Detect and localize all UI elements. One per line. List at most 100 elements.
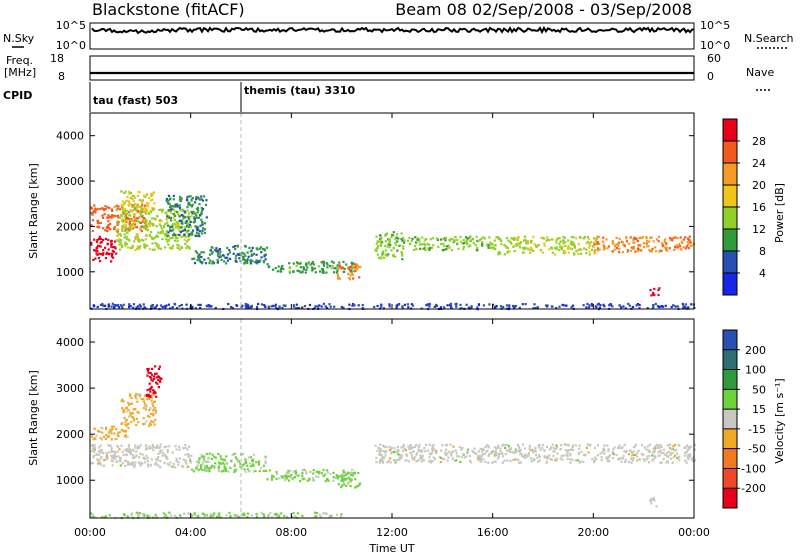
power-cell (191, 203, 194, 206)
power-cell (130, 196, 133, 200)
power-cell (493, 247, 496, 250)
power-cell (545, 239, 548, 242)
power-cell (110, 239, 113, 242)
power-cell (111, 246, 115, 249)
power-cell (167, 243, 170, 246)
power-cell (481, 241, 484, 244)
power-cell (679, 236, 682, 239)
power-cell (143, 207, 146, 210)
velocity-cell (149, 395, 152, 398)
velocity-cell (193, 512, 196, 515)
velocity-cell (543, 449, 546, 452)
velocity-cell (584, 453, 587, 457)
power-cell (198, 253, 201, 256)
power-cell (465, 236, 468, 239)
velocity-cell (288, 475, 291, 478)
power-cell (497, 237, 500, 240)
velocity-cell (172, 462, 175, 466)
velocity-cell (271, 474, 274, 477)
power-cell (281, 264, 284, 268)
power-cell (186, 196, 189, 199)
power-cell (203, 195, 206, 198)
power-cell (167, 303, 170, 306)
velocity-cell (193, 513, 196, 516)
velocity-cell (114, 450, 117, 454)
power-cell (442, 237, 445, 240)
power-cell (267, 266, 270, 269)
velocity-cell (241, 464, 244, 467)
velocity-cell (155, 411, 158, 414)
power-cell (108, 207, 111, 210)
power-cell (424, 244, 427, 247)
velocity-cell (341, 484, 344, 487)
power-cell (107, 223, 110, 227)
power-cell (224, 256, 227, 259)
velocity-cell (140, 398, 143, 401)
velocity-cell (125, 418, 128, 421)
power-cell (184, 235, 187, 238)
velocity-cell (495, 452, 498, 455)
power-cell (241, 304, 244, 307)
power-cell (654, 302, 657, 306)
power-cb-band (723, 119, 737, 142)
velocity-cell (151, 393, 154, 396)
velocity-cell (254, 469, 257, 472)
power-cell (571, 304, 575, 307)
velocity-cell (242, 452, 245, 456)
power-cell (378, 238, 382, 241)
power-cell (121, 200, 124, 203)
velocity-cell (139, 461, 142, 464)
power-cell (605, 238, 608, 241)
power-cell (570, 240, 573, 243)
velocity-cell (418, 443, 421, 446)
velocity-cell (382, 450, 385, 453)
power-cb-band (723, 251, 737, 274)
velocity-cell (666, 452, 669, 455)
velocity-cell (359, 482, 362, 485)
velocity-cell (512, 451, 516, 454)
velocity-cb-tick-label: -50 (748, 443, 766, 456)
power-cell (338, 265, 342, 268)
power-cell (178, 198, 181, 201)
velocity-cell (121, 450, 124, 453)
velocity-cell (195, 515, 198, 519)
power-cell (186, 209, 189, 212)
power-cell (443, 306, 446, 309)
power-cell (628, 304, 631, 307)
velocity-cell (658, 445, 661, 448)
power-cell (183, 210, 186, 213)
power-cell (201, 223, 204, 226)
power-cell (136, 237, 139, 241)
power-cell (308, 303, 312, 307)
power-cell (633, 236, 636, 239)
velocity-cell (124, 436, 127, 439)
power-cell (241, 255, 245, 258)
velocity-cell (344, 473, 348, 476)
power-cell (251, 246, 254, 249)
velocity-cell (569, 452, 572, 455)
power-cell (493, 239, 496, 242)
power-cell (299, 266, 302, 269)
power-cell (295, 307, 298, 310)
power-cell (341, 266, 344, 270)
power-cell (456, 238, 459, 241)
power-ytick-label: 3000 (56, 175, 84, 188)
power-cell (236, 244, 239, 247)
velocity-cell (536, 456, 539, 459)
power-cell (293, 305, 296, 308)
power-cell (133, 215, 136, 219)
power-cell (351, 265, 355, 268)
velocity-cell (301, 475, 304, 478)
velocity-cell (134, 394, 137, 397)
velocity-cell (423, 447, 426, 450)
power-cell (446, 245, 449, 248)
power-cell (178, 248, 181, 251)
power-cell (177, 227, 180, 230)
power-cell (137, 217, 140, 220)
velocity-cell (645, 448, 648, 451)
velocity-cell (543, 456, 546, 459)
power-cell (512, 245, 515, 249)
velocity-cell (482, 453, 485, 456)
velocity-cell (380, 456, 384, 459)
velocity-cell (94, 516, 97, 519)
